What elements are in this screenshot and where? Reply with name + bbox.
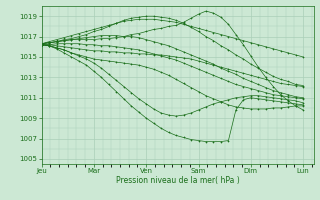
X-axis label: Pression niveau de la mer( hPa ): Pression niveau de la mer( hPa ) bbox=[116, 176, 239, 185]
